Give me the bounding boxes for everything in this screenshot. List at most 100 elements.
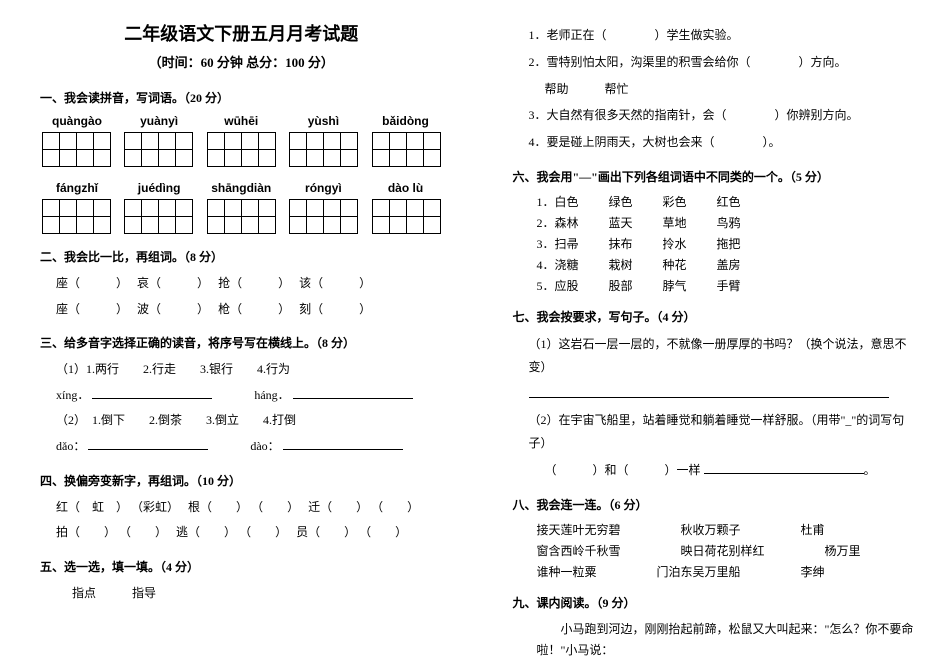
s6-row: 2．森林 蓝天 草地 鸟鸦 bbox=[537, 214, 916, 231]
word: 1．白色 bbox=[537, 193, 579, 210]
section-4-heading: 四、换偏旁变新字，再组词。（10 分） bbox=[40, 472, 443, 489]
poem-left: 谁种一粒粟 bbox=[537, 563, 597, 580]
answer-blank bbox=[92, 386, 212, 399]
s8-row: 谁种一粒粟 门泊东吴万里船 李绅 bbox=[537, 563, 916, 580]
s7-item: （2）在宇宙飞船里，站着睡觉和躺着睡觉一样舒服。（用带"_"的词写句子） bbox=[529, 409, 916, 455]
section-5-heading: 五、选一选，填一填。（4 分） bbox=[40, 558, 443, 575]
fill-text: （ ）和（ ）一样 bbox=[545, 463, 701, 477]
word-blank: 员（ ） bbox=[296, 525, 356, 539]
word: 5．应股 bbox=[537, 277, 579, 294]
s5-item: 1．老师正在（ ）学生做实验。 bbox=[529, 24, 916, 47]
word-blank: （ ） bbox=[251, 500, 293, 514]
poet: 杨万里 bbox=[825, 542, 861, 559]
s3-line: dǎo： dào： bbox=[56, 436, 443, 458]
s6-row: 3．扫帚 抹布 拎水 拖把 bbox=[537, 235, 916, 252]
s7-item: （1）这岩石一层一层的，不就像一册厚厚的书吗？（换个说法，意思不变） bbox=[529, 333, 916, 379]
tian-zi-ge bbox=[42, 199, 111, 234]
pinyin-key: dào： bbox=[250, 439, 279, 453]
poet: 杜甫 bbox=[801, 521, 825, 538]
word-pair: 哀（ ） bbox=[137, 276, 203, 290]
s8-row: 窗含西岭千秋雪 映日荷花别样红 杨万里 bbox=[537, 542, 916, 559]
s4-row: 拍（ ） （ ） 逃（ ） （ ） 员（ ） （ ） bbox=[56, 522, 443, 544]
pinyin: rónɡyì bbox=[288, 181, 358, 195]
word-blank: 逃（ ） bbox=[176, 525, 236, 539]
pinyin-row-1: quànɡào yuànyì wūhēi yùshì bǎidònɡ bbox=[40, 114, 443, 128]
section-9-heading: 九、课内阅读。（9 分） bbox=[513, 594, 916, 611]
s3-line: xíng． háng． bbox=[56, 385, 443, 407]
section-2-heading: 二、我会比一比，再组词。（8 分） bbox=[40, 248, 443, 265]
word-blank: （彩虹） bbox=[131, 500, 173, 514]
word-blank: 拍（ ） bbox=[56, 525, 116, 539]
s5-item: 4．要是碰上阴雨天，大树也会来（ ）。 bbox=[529, 131, 916, 154]
pinyin: dào lù bbox=[371, 181, 441, 195]
word-pair: 该（ ） bbox=[299, 276, 371, 290]
word-pair: 座（ ） bbox=[56, 302, 122, 316]
s3-line: （1）1.两行 2.行走 3.银行 4.行为 bbox=[56, 359, 443, 381]
s6-row: 5．应股 股部 脖气 手臂 bbox=[537, 277, 916, 294]
s7-fill: （ ）和（ ）一样 。 bbox=[545, 459, 916, 482]
word: 蓝天 bbox=[609, 214, 633, 231]
word: 2．森林 bbox=[537, 214, 579, 231]
s5-item: 2．雪特别怕太阳，沟渠里的积雪会给你（ ）方向。 bbox=[529, 51, 916, 74]
poet: 李绅 bbox=[801, 563, 825, 580]
pinyin-row-2: fánɡzhǐ juédìnɡ shānɡdiàn rónɡyì dào lù bbox=[40, 181, 443, 195]
word: 鸟鸦 bbox=[717, 214, 741, 231]
word-pair: 座（ ） bbox=[56, 276, 122, 290]
answer-blank bbox=[88, 437, 208, 450]
word-blank: 红（ 虹 ） bbox=[56, 500, 128, 514]
word-blank: （ ） bbox=[359, 525, 407, 539]
exam-subtitle: （时间：60 分钟 总分：100 分） bbox=[40, 52, 443, 71]
pinyin: wūhēi bbox=[206, 114, 276, 128]
s3-line: （2） 1.倒下 2.倒茶 3.倒立 4.打倒 bbox=[56, 410, 443, 432]
word-blank: 根（ ） bbox=[188, 500, 248, 514]
word: 拖把 bbox=[717, 235, 741, 252]
word-blank: （ ） bbox=[371, 500, 419, 514]
right-column: 1．老师正在（ ）学生做实验。 2．雪特别怕太阳，沟渠里的积雪会给你（ ）方向。… bbox=[473, 0, 945, 655]
poem-left: 接天莲叶无穷碧 bbox=[537, 521, 621, 538]
word: 脖气 bbox=[663, 277, 687, 294]
word-pair: 枪（ ） bbox=[218, 302, 284, 316]
section-6-heading: 六、我会用"—"画出下列各组词语中不同类的一个。（5 分） bbox=[513, 168, 916, 185]
word-blank: （ ） bbox=[119, 525, 161, 539]
tian-zi-ge bbox=[42, 132, 111, 167]
word: 拎水 bbox=[663, 235, 687, 252]
word: 彩色 bbox=[663, 193, 687, 210]
s5-item: 3．大自然有很多天然的指南针，会（ ）你辨别方向。 bbox=[529, 104, 916, 127]
poem-mid: 映日荷花别样红 bbox=[681, 542, 765, 559]
exam-title: 二年级语文下册五月月考试题 bbox=[40, 20, 443, 46]
section-1-heading: 一、我会读拼音，写词语。（20 分） bbox=[40, 89, 443, 106]
grid-row-2 bbox=[40, 199, 443, 234]
word: 红色 bbox=[717, 193, 741, 210]
word: 4．浇糖 bbox=[537, 256, 579, 273]
word: 手臂 bbox=[717, 277, 741, 294]
word: 栽树 bbox=[609, 256, 633, 273]
tian-zi-ge bbox=[372, 132, 441, 167]
s6-row: 1．白色 绿色 彩色 红色 bbox=[537, 193, 916, 210]
tian-zi-ge bbox=[372, 199, 441, 234]
tian-zi-ge bbox=[289, 199, 358, 234]
word-pair: 抢（ ） bbox=[218, 276, 284, 290]
pinyin-key: háng． bbox=[254, 388, 289, 402]
poem-mid: 秋收万颗子 bbox=[681, 521, 741, 538]
word-pair: 波（ ） bbox=[137, 302, 203, 316]
word: 股部 bbox=[609, 277, 633, 294]
answer-blank bbox=[283, 437, 403, 450]
tian-zi-ge bbox=[207, 132, 276, 167]
tian-zi-ge bbox=[207, 199, 276, 234]
reading-text: 小马跑到河边，刚刚抬起前蹄，松鼠又大叫起来："怎么？你不要命啦！"小马说： bbox=[537, 619, 916, 662]
word: 绿色 bbox=[609, 193, 633, 210]
left-column: 二年级语文下册五月月考试题 （时间：60 分钟 总分：100 分） 一、我会读拼… bbox=[0, 0, 473, 655]
pinyin: yuànyì bbox=[124, 114, 194, 128]
pinyin: juédìnɡ bbox=[124, 181, 194, 195]
poem-mid: 门泊东吴万里船 bbox=[657, 563, 741, 580]
tian-zi-ge bbox=[124, 132, 193, 167]
pinyin: shānɡdiàn bbox=[206, 181, 276, 195]
pinyin-key: xíng． bbox=[56, 388, 89, 402]
answer-blank bbox=[704, 461, 864, 474]
pinyin: bǎidònɡ bbox=[371, 114, 441, 128]
grid-row-1 bbox=[40, 132, 443, 167]
s8-row: 接天莲叶无穷碧 秋收万颗子 杜甫 bbox=[537, 521, 916, 538]
word: 盖房 bbox=[717, 256, 741, 273]
s6-row: 4．浇糖 栽树 种花 盖房 bbox=[537, 256, 916, 273]
word: 草地 bbox=[663, 214, 687, 231]
